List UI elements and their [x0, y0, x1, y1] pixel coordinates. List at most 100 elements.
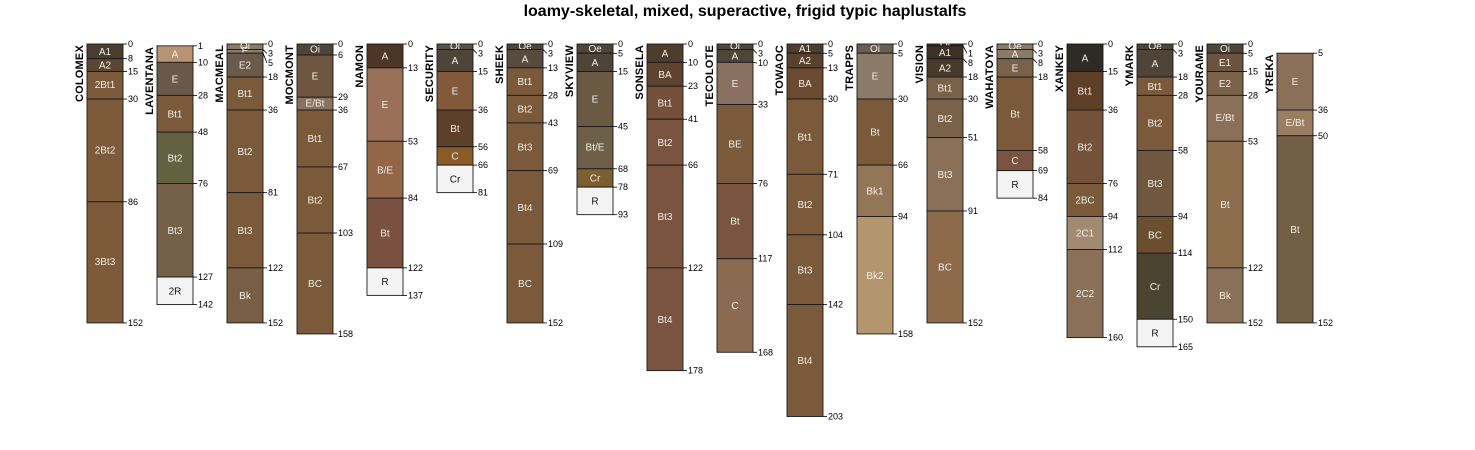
- horizon-label: Bt: [1010, 109, 1020, 120]
- horizon-cr: [436, 164, 474, 194]
- depth-label: 1: [968, 49, 973, 59]
- horizon-bt-e: [576, 126, 614, 170]
- horizon-label: C: [1011, 156, 1018, 167]
- profile-name: VISION: [914, 45, 926, 84]
- horizon-label: Bt2: [517, 105, 532, 116]
- horizon-label: Bt1: [1147, 82, 1162, 93]
- horizon-label: A: [732, 52, 739, 63]
- depth-label: 142: [828, 300, 843, 310]
- depth-label: 15: [1248, 67, 1258, 77]
- horizon-label: Bt3: [237, 226, 252, 237]
- horizon-label: E/Bt: [1286, 118, 1305, 129]
- depth-label: 0: [688, 39, 693, 49]
- depth-label: 5: [268, 58, 273, 68]
- depth-label: 10: [688, 57, 698, 67]
- profile-name: WAHATOYA: [984, 45, 996, 109]
- horizon-be: [716, 104, 754, 184]
- depth-label: 15: [1108, 67, 1118, 77]
- profile-skyview: SKYVIEW Oe A E Bt/E Cr R 05 15 45 68 78 93: [564, 39, 628, 220]
- depth-leader: [962, 58, 968, 64]
- depth-label: 18: [1178, 72, 1188, 82]
- horizon-label: Bt1: [797, 132, 812, 143]
- depth-label: 0: [898, 39, 903, 49]
- horizon-2bt2: [86, 98, 124, 203]
- profile-xankey: XANKEY A Bt1 Bt2 2BC 2C1 2C2 0 15 36 76 94 112 160: [1054, 39, 1123, 343]
- horizon-label: Cr: [590, 174, 601, 185]
- horizon-label: Oi: [240, 41, 250, 52]
- horizon-bt4: [786, 304, 824, 417]
- horizon-label: Bt3: [517, 142, 532, 153]
- profile-name: YOURAME: [1194, 45, 1206, 103]
- depth-label: 53: [408, 136, 418, 146]
- horizon-label: BA: [658, 70, 672, 81]
- depth-label: 152: [968, 318, 983, 328]
- depth-label: 109: [548, 239, 563, 249]
- depth-label: 81: [478, 188, 488, 198]
- horizon-bk: [1206, 267, 1244, 324]
- profile-name: YREKA: [1264, 54, 1276, 94]
- horizon-ba: [786, 67, 824, 100]
- depth-label: 28: [1178, 90, 1188, 100]
- profile-sheek: SHEEK Oe A Bt1 Bt2 Bt3 Bt4 BC 03 13 28 43 69 109 152: [494, 39, 563, 328]
- depth-label: 69: [1038, 166, 1048, 176]
- horizon-e-bt: [1206, 94, 1244, 142]
- depth-label: 114: [1178, 248, 1192, 258]
- horizon-bt2: [926, 98, 964, 139]
- depth-label: 30: [968, 94, 978, 104]
- horizon-label: Bt: [730, 217, 740, 228]
- horizon-cr: [1136, 252, 1174, 320]
- horizon-e: [156, 61, 194, 96]
- depth-label: 94: [1178, 211, 1188, 221]
- horizon-label: R: [1151, 329, 1158, 340]
- depth-label: 103: [338, 228, 353, 238]
- horizon-label: 2C1: [1076, 229, 1095, 240]
- depth-label: 28: [198, 90, 208, 100]
- horizon-label: Oe: [1148, 41, 1162, 52]
- depth-label: 152: [1318, 318, 1333, 328]
- profile-name: TRAPPS: [844, 45, 856, 91]
- horizon-label: Oe: [1008, 41, 1022, 52]
- horizon-bt3: [646, 164, 684, 269]
- horizon-label: BC: [938, 263, 952, 274]
- depth-label: 51: [968, 133, 978, 143]
- depth-label: 36: [1108, 105, 1118, 115]
- depth-label: 23: [688, 81, 698, 91]
- horizon-label: A: [1082, 53, 1089, 64]
- depth-label: 41: [688, 114, 698, 124]
- depth-label: 76: [198, 178, 208, 188]
- horizon-label: Bt: [870, 128, 880, 139]
- depth-label: 10: [758, 58, 768, 68]
- profile-laventana: LAVENTANA A E Bt1 Bt2 Bt3 2R 1 10 28 48 76 127 142: [144, 41, 213, 310]
- depth-label: 122: [688, 263, 703, 273]
- profile-name: LAVENTANA: [144, 47, 156, 115]
- depth-label: 0: [1248, 39, 1253, 49]
- horizon-label: Bk: [239, 291, 252, 302]
- horizon-label: A: [662, 49, 669, 60]
- horizon-label: R: [381, 277, 388, 288]
- horizon-label: E: [1292, 77, 1299, 88]
- horizon-label: Bt1: [167, 109, 182, 120]
- horizon-bt4: [646, 267, 684, 372]
- horizon-bt2: [226, 109, 264, 194]
- depth-label: 203: [828, 412, 843, 422]
- depth-leader: [962, 45, 968, 54]
- depth-label: 152: [128, 318, 143, 328]
- horizon-label: Bt: [1220, 200, 1230, 211]
- depth-leader: [472, 49, 478, 54]
- horizon-label: E: [382, 100, 389, 111]
- chart-title: loamy-skeletal, mixed, superactive, frig…: [524, 3, 967, 20]
- horizon-bc: [1136, 216, 1174, 254]
- depth-label: 5: [1318, 48, 1323, 58]
- depth-label: 68: [618, 164, 628, 174]
- depth-label: 127: [198, 272, 213, 282]
- horizon-label: Bt2: [167, 153, 182, 164]
- horizon-label: A2: [799, 56, 812, 67]
- profile-name: MACMEAL: [214, 45, 226, 103]
- horizon-bt: [366, 197, 404, 269]
- horizon-label: 2Bt2: [95, 145, 116, 156]
- depth-label: 0: [548, 39, 553, 49]
- depth-label: 112: [1108, 245, 1122, 255]
- depth-label: 66: [478, 160, 488, 170]
- horizon-label: Cr: [450, 174, 461, 185]
- horizon-label: Bt: [450, 124, 460, 135]
